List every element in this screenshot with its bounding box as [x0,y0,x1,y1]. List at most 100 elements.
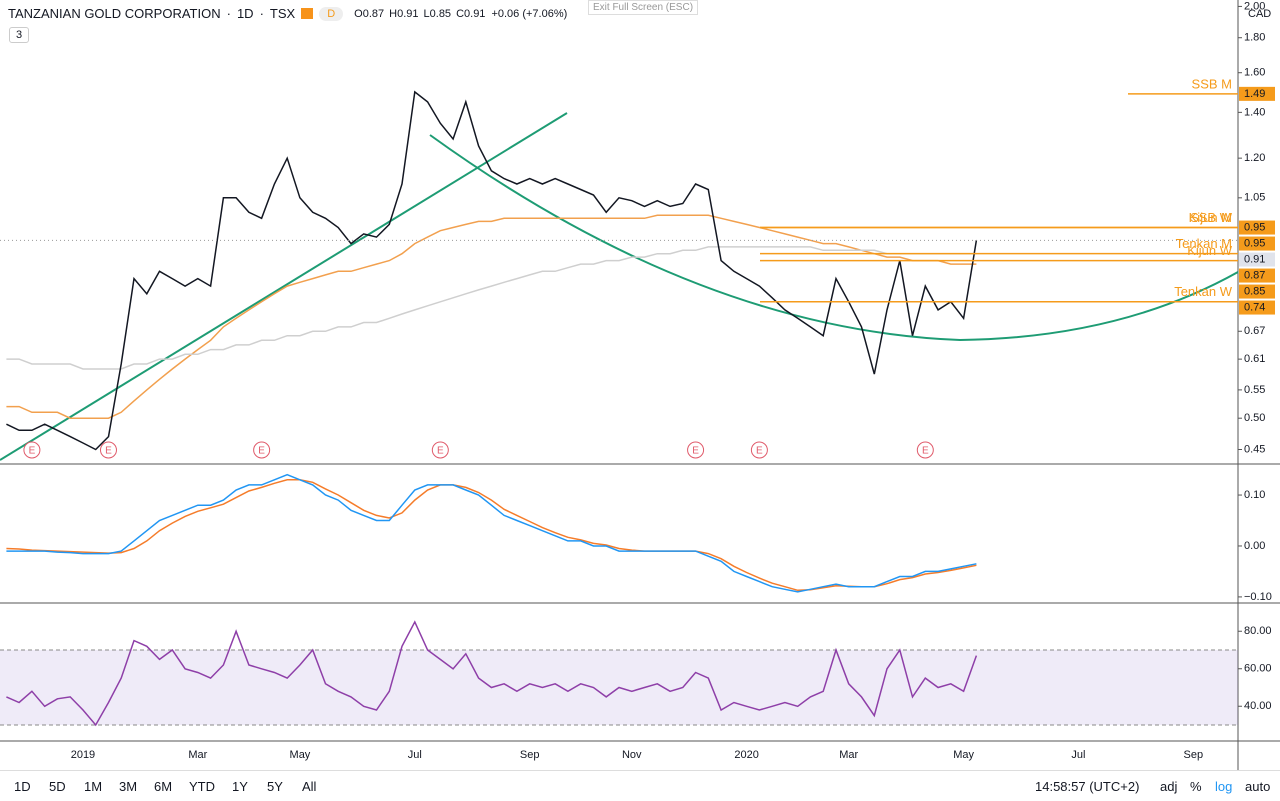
price-tag-label: 0.91 [1244,253,1265,265]
x-tick-label: Mar [839,749,858,761]
ohlc-key: H [389,7,398,20]
range-button[interactable]: 6M [154,779,173,794]
level-label: Tenkan W [1174,284,1233,299]
price-tag-label: 0.87 [1244,269,1265,281]
ohlc-key: L [423,7,430,20]
range-button[interactable]: 1Y [232,779,248,794]
earnings-label: E [692,446,699,457]
level-label: SSB M [1192,76,1232,91]
toolbar: 1D 5D 1M 3M 6M YTD 1Y 5Y All 14:58:57 (UTC+2) adj%… [0,770,1280,801]
range-button[interactable]: 5D [49,779,66,794]
y-tick-label: −0.10 [1244,591,1272,603]
ohlc-key: C [456,7,465,20]
y-tick-label: 0.45 [1244,443,1265,455]
trend-line [0,112,568,461]
x-tick-label: May [290,749,311,761]
series-line [6,479,977,592]
ohlc-value: 0.91 [397,7,419,20]
trend-arc [429,134,1239,342]
price-tag [1239,284,1275,299]
series-line [6,214,977,419]
price-tag [1239,86,1275,101]
range-button[interactable]: 5Y [267,779,283,794]
x-tick-label: Mar [188,749,207,761]
x-tick-label: Nov [622,749,642,761]
exit-button[interactable]: Exit Full Screen (ESC) [588,0,699,15]
y-tick-label: 60.00 [1244,663,1272,675]
y-tick-label: 0.10 [1244,489,1265,501]
y-tick-label: 0.61 [1244,353,1265,365]
x-tick-label: 2020 [734,749,758,761]
x-tick-label: Sep [520,749,540,761]
y-tick-label: 1.40 [1244,106,1265,118]
earnings-marker [23,441,41,459]
series-line [6,246,977,370]
change: +0.06 (+7.06%) [491,7,568,20]
series-line [6,90,978,451]
price-tag [1239,236,1275,251]
interval: 1D [236,6,254,21]
x-tick-label: Jul [1071,749,1085,761]
price-tag [1239,220,1275,235]
series-line [6,620,978,727]
level-label: SSB W [1190,210,1233,225]
earnings-marker [750,441,768,459]
range-button[interactable]: All [302,779,317,794]
option-button[interactable]: adj [1160,779,1178,794]
ohlc-value: 0.91 [464,7,486,20]
x-tick-label: Jul [408,749,422,761]
earnings-label: E [437,446,444,457]
level-label: Kijun M [1189,210,1232,225]
y-tick-label: 1.05 [1244,192,1265,204]
price-tag [1239,268,1275,283]
earnings-marker [253,441,271,459]
y-tick-label: 1.20 [1244,152,1265,164]
y-tick-label: 2.00 [1244,0,1265,12]
earnings-label: E [922,446,929,457]
badge[interactable]: D [319,6,344,21]
range-button[interactable]: 1M [84,779,103,794]
range-button[interactable]: 1D [14,779,31,794]
earnings-label: E [258,446,265,457]
earnings-label: E [105,446,112,457]
option-button[interactable]: log [1215,779,1233,794]
symbol: TANZANIAN GOLD CORPORATION [8,6,221,21]
currency: CAD [1248,8,1271,20]
x-tick-label: Sep [1184,749,1204,761]
earnings-marker [916,441,934,459]
option-button[interactable]: % [1190,779,1202,794]
option-button[interactable]: auto [1245,779,1271,794]
price-tag-label: 0.74 [1244,301,1265,313]
y-tick-label: 1.80 [1244,32,1265,44]
ohlc-key: O [354,7,363,20]
earnings-label: E [29,446,36,457]
y-tick-label: 0.67 [1244,325,1265,337]
clock: 14:58:57 (UTC+2) [1035,779,1140,794]
ohlc-value: 0.85 [429,7,452,20]
x-tick-label: May [953,749,974,761]
ohlc-value: 0.87 [362,7,385,20]
flag [301,8,314,19]
level-label: Tenkan M [1176,236,1232,251]
y-tick-label: 0.50 [1244,412,1265,424]
indicator-toggle[interactable]: 3 [9,27,30,43]
price-tag-label: 0.95 [1244,221,1265,233]
y-tick-label: 0.55 [1244,384,1265,396]
range-button[interactable]: 3M [119,779,138,794]
x-tick-label: 2019 [71,749,95,761]
price-tag [1239,300,1275,315]
price-tag-label: 0.95 [1244,237,1265,249]
earnings-marker [99,441,117,459]
earnings-label: E [756,446,763,457]
level-label: Kijun W [1187,243,1233,258]
price-tag-label: 0.85 [1244,285,1265,297]
range-button[interactable]: YTD [189,779,215,794]
price-tag [1239,252,1275,267]
y-tick-label: 80.00 [1244,625,1272,637]
y-tick-label: 0.00 [1244,540,1265,552]
price-tag-label: 1.49 [1244,88,1265,100]
series-line [6,473,977,593]
earnings-marker [431,441,449,459]
